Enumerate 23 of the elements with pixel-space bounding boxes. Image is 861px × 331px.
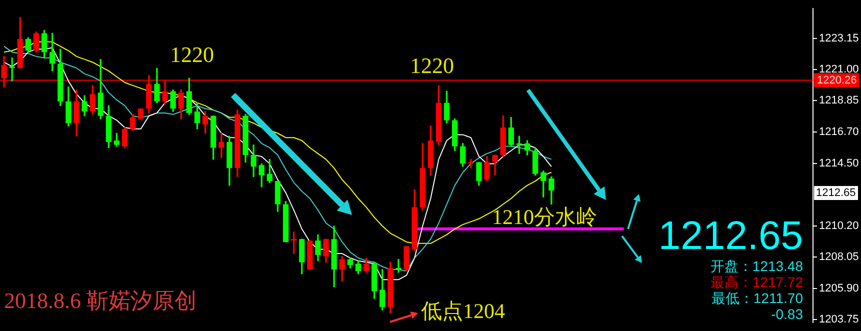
annotation: 低点1204 — [421, 298, 505, 325]
annotation: 1210分水岭 — [492, 204, 597, 231]
annotation: 1220 — [410, 53, 454, 79]
y-tick-label: 1208.05 — [819, 251, 859, 264]
annotation: 开盘：1213.48 — [710, 258, 803, 275]
y-tick-label: 1221.00 — [819, 64, 859, 76]
annotation: 2018.8.6 靳婼汐原创 — [4, 287, 196, 315]
y-tick-label: 1218.85 — [819, 94, 859, 107]
y-tick-label: 1216.70 — [819, 126, 859, 138]
candlestick — [396, 259, 402, 273]
candlestick — [9, 58, 15, 82]
y-tick-label: 1223.15 — [819, 32, 859, 44]
annotation: -0.83 — [771, 306, 803, 322]
y-tick-label: 1210.20 — [819, 220, 859, 232]
y-tick-label: 1203.75 — [819, 314, 859, 326]
annotation: 最高：1217.72 — [710, 274, 803, 292]
annotation: 最低：1211.70 — [711, 290, 803, 308]
annotation: 1220 — [170, 42, 214, 68]
annotation: 1212.65 — [658, 214, 803, 259]
y-tick-label: 1205.90 — [819, 282, 859, 294]
text: 1212.65 — [814, 186, 858, 200]
ref-line-label: 1220.26 — [817, 74, 857, 87]
y-tick-label: 1214.50 — [819, 158, 859, 170]
